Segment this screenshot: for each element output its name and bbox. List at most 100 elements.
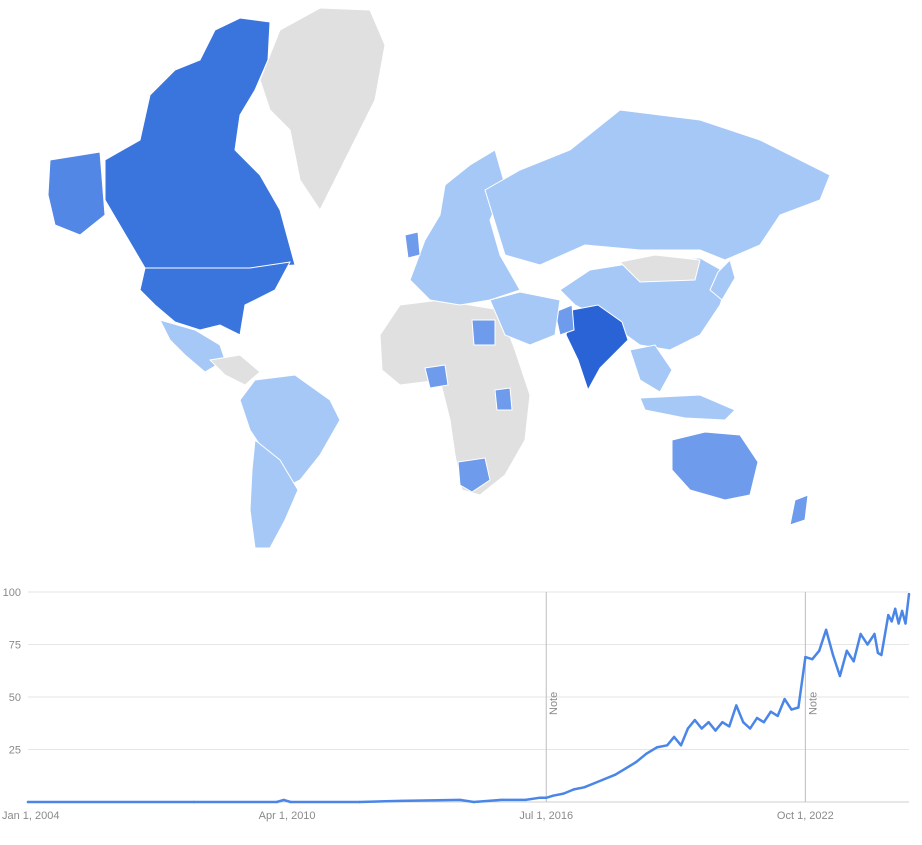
y-tick-label: 50 bbox=[9, 692, 21, 704]
data-point bbox=[790, 708, 793, 711]
x-tick-label: Apr 1, 2010 bbox=[259, 810, 316, 822]
data-point bbox=[26, 800, 30, 804]
data-point bbox=[769, 710, 773, 713]
data-point bbox=[824, 628, 828, 631]
data-point bbox=[289, 800, 292, 804]
x-tick-label: Jul 1, 2016 bbox=[519, 810, 573, 822]
data-point bbox=[562, 792, 565, 795]
data-point bbox=[838, 674, 842, 678]
data-point bbox=[538, 796, 541, 799]
data-point bbox=[907, 592, 911, 596]
data-point bbox=[904, 622, 907, 625]
map-region-argentina[interactable] bbox=[249, 439, 299, 549]
map-region-pakistan[interactable] bbox=[554, 304, 575, 336]
data-point bbox=[866, 643, 869, 646]
data-point bbox=[748, 727, 752, 730]
interest-over-time-chart: 100 75 50 25 Note Note Jan 1, 2004 Apr 1, 2010 J… bbox=[0, 575, 922, 840]
data-point bbox=[859, 632, 862, 636]
data-point bbox=[762, 721, 766, 724]
map-region-egypt[interactable] bbox=[471, 319, 496, 346]
data-point bbox=[741, 721, 745, 724]
data-point bbox=[714, 729, 717, 732]
data-point bbox=[900, 609, 904, 613]
world-map-svg bbox=[47, 7, 831, 549]
data-point bbox=[880, 653, 883, 657]
data-point bbox=[890, 620, 893, 623]
data-point bbox=[583, 786, 586, 789]
data-point bbox=[873, 632, 876, 636]
map-region-africa[interactable] bbox=[379, 299, 531, 496]
map-region-japan[interactable] bbox=[709, 259, 736, 301]
data-point bbox=[776, 714, 779, 718]
map-region-southeast-asia[interactable] bbox=[629, 344, 673, 393]
data-point bbox=[500, 798, 503, 802]
data-point bbox=[524, 798, 527, 802]
map-region-alaska[interactable] bbox=[47, 151, 106, 236]
data-point bbox=[804, 655, 807, 659]
data-point bbox=[852, 660, 855, 663]
data-point bbox=[572, 788, 576, 791]
data-point bbox=[551, 794, 555, 797]
data-point bbox=[614, 773, 617, 776]
note-label[interactable]: Note bbox=[548, 692, 560, 715]
data-point bbox=[893, 607, 897, 610]
world-map bbox=[47, 7, 831, 549]
data-point bbox=[897, 622, 900, 625]
map-region-australia[interactable] bbox=[671, 431, 759, 501]
data-point bbox=[655, 746, 658, 749]
map-region-middle-east[interactable] bbox=[489, 291, 561, 346]
map-region-brazil[interactable] bbox=[239, 374, 341, 491]
data-point bbox=[755, 716, 759, 720]
map-region-canada[interactable] bbox=[104, 17, 296, 269]
data-point bbox=[721, 721, 724, 724]
data-point bbox=[275, 800, 278, 804]
data-point bbox=[831, 653, 835, 657]
data-point bbox=[700, 727, 703, 730]
note-label[interactable]: Note bbox=[807, 692, 819, 715]
map-region-mexico[interactable] bbox=[159, 319, 226, 373]
x-tick-label: Oct 1, 2022 bbox=[777, 810, 834, 822]
x-tick-label: Jan 1, 2004 bbox=[2, 810, 60, 822]
data-point bbox=[472, 800, 475, 804]
map-region-russia[interactable] bbox=[484, 109, 831, 266]
data-point bbox=[645, 752, 648, 755]
data-point bbox=[707, 721, 710, 724]
map-region-indonesia[interactable] bbox=[639, 394, 736, 421]
data-point bbox=[282, 798, 285, 802]
map-region-india[interactable] bbox=[565, 304, 629, 392]
map-region-new-zealand[interactable] bbox=[789, 494, 809, 526]
data-point bbox=[811, 658, 814, 661]
map-region-south-africa[interactable] bbox=[457, 457, 491, 493]
data-point bbox=[817, 649, 821, 652]
data-point bbox=[845, 649, 849, 652]
data-point bbox=[624, 767, 627, 770]
map-region-nigeria[interactable] bbox=[424, 364, 449, 389]
map-region-greenland[interactable] bbox=[259, 7, 386, 211]
data-point bbox=[593, 781, 596, 785]
map-region-united-states[interactable] bbox=[139, 261, 291, 336]
data-point bbox=[783, 697, 786, 701]
data-point bbox=[665, 744, 669, 747]
map-region-kenya[interactable] bbox=[494, 387, 513, 411]
data-point bbox=[679, 744, 683, 747]
series-line[interactable] bbox=[26, 592, 911, 804]
data-point bbox=[693, 718, 696, 722]
data-point bbox=[735, 704, 738, 707]
map-region-mongolia[interactable] bbox=[618, 254, 701, 283]
data-point bbox=[603, 777, 607, 781]
data-point bbox=[545, 796, 548, 799]
data-point bbox=[797, 706, 800, 709]
y-tick-label: 75 bbox=[9, 640, 21, 652]
y-tick-label: 100 bbox=[3, 587, 21, 599]
data-point bbox=[399, 799, 403, 803]
data-point bbox=[634, 760, 638, 764]
map-region-united-kingdom[interactable] bbox=[404, 231, 421, 259]
data-point bbox=[887, 613, 890, 617]
line-chart-svg: 100 75 50 25 Note Note Jan 1, 2004 Apr 1, 2010 J… bbox=[2, 587, 911, 822]
data-point bbox=[358, 800, 361, 804]
map-region-central-america[interactable] bbox=[208, 354, 261, 386]
data-point bbox=[876, 651, 880, 655]
y-tick-label: 25 bbox=[9, 745, 21, 757]
data-point bbox=[672, 735, 676, 739]
data-point bbox=[728, 725, 731, 728]
